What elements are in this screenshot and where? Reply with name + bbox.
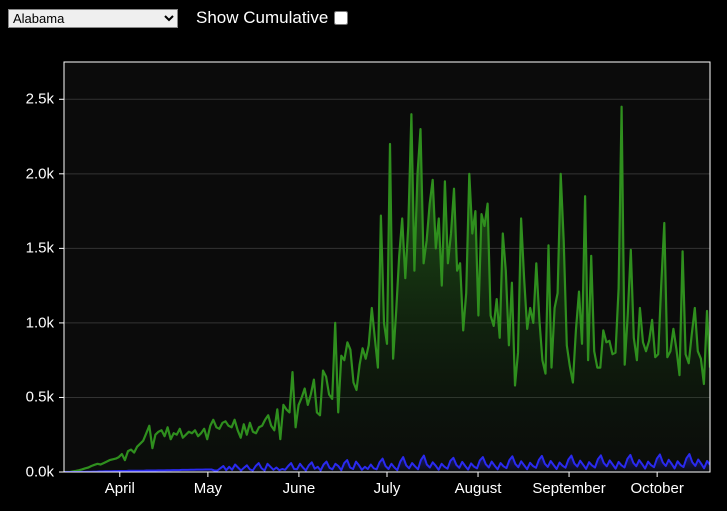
x-axis-labels: April May June July August September October [8, 480, 715, 502]
x-tick-label: May [194, 480, 222, 497]
x-tick-label: September [532, 480, 605, 497]
y-tick-label: 2.5k [8, 91, 54, 108]
cumulative-checkbox[interactable] [334, 11, 348, 25]
x-tick-label: April [105, 480, 135, 497]
state-select[interactable]: Alabama [8, 9, 178, 28]
y-tick-label: 1.0k [8, 314, 54, 331]
x-tick-label: October [630, 480, 683, 497]
x-tick-label: July [374, 480, 401, 497]
chart-svg [8, 52, 715, 507]
x-tick-label: August [455, 480, 502, 497]
y-tick-label: 1.5k [8, 240, 54, 257]
y-tick-label: 0.5k [8, 389, 54, 406]
y-tick-label: 0.0k [8, 464, 54, 481]
cumulative-label: Show Cumulative [196, 8, 328, 28]
y-tick-label: 2.0k [8, 165, 54, 182]
y-axis-labels: 0.0k 0.5k 1.0k 1.5k 2.0k 2.5k [8, 52, 64, 507]
cumulative-toggle[interactable]: Show Cumulative [196, 8, 348, 28]
x-tick-label: June [283, 480, 316, 497]
chart-container: 0.0k 0.5k 1.0k 1.5k 2.0k 2.5k April May June Jul… [8, 52, 715, 507]
